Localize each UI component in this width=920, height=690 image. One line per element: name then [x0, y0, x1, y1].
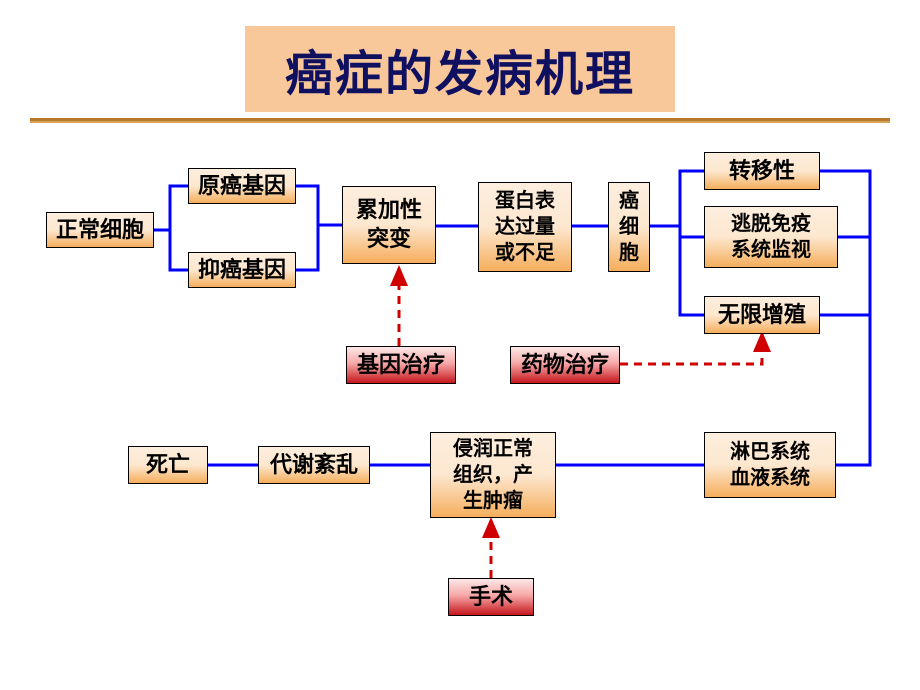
title-container: 癌症的发病机理: [0, 26, 920, 112]
node-proto_oncogene: 原癌基因: [188, 168, 296, 204]
node-normal_cell: 正常细胞: [46, 212, 154, 248]
node-tumor_suppressor: 抑癌基因: [188, 252, 296, 288]
node-immune_escape: 逃脱免疫系统监视: [704, 206, 838, 268]
node-death: 死亡: [128, 446, 208, 484]
node-protein_expr: 蛋白表达过量或不足: [478, 182, 572, 272]
node-metabolic: 代谢紊乱: [258, 446, 370, 484]
node-lymph_blood: 淋巴系统血液系统: [704, 432, 836, 498]
node-mutation: 累加性突变: [342, 186, 436, 264]
node-cancer_cell: 癌细胞: [608, 182, 650, 272]
node-proliferation: 无限增殖: [704, 296, 820, 334]
node-gene_therapy: 基因治疗: [346, 346, 456, 384]
diagram-stage: 癌症的发病机理 正常细胞原癌基因抑癌基因 累加性突变蛋白表达过量或不足癌细胞 转移性…: [0, 0, 920, 690]
title-divider: [30, 118, 890, 123]
node-drug_therapy: 药物治疗: [510, 346, 620, 384]
title-text: 癌症的发病机理: [285, 48, 635, 101]
node-invasion: 侵润正常组织，产生肿瘤: [430, 432, 556, 518]
title-box: 癌症的发病机理: [245, 26, 675, 112]
node-surgery: 手术: [448, 578, 534, 616]
node-metastasis: 转移性: [704, 152, 820, 190]
